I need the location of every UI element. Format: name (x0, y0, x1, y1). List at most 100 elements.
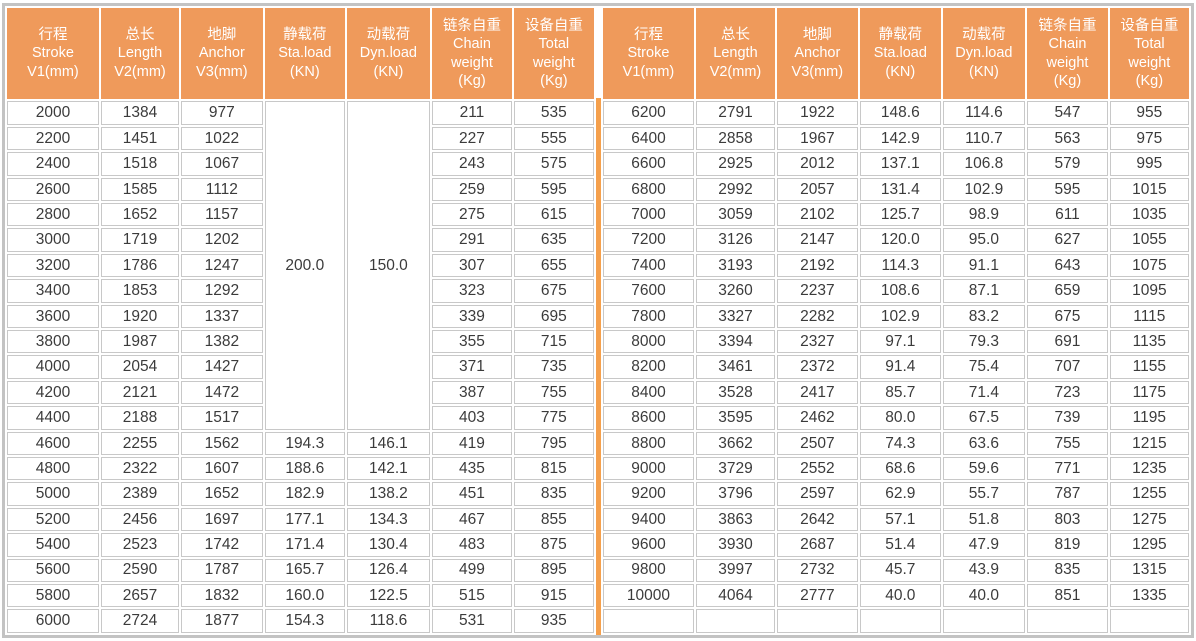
cell-dyn-load: 71.4 (942, 380, 1026, 405)
cell-total-weight: 1015 (1109, 177, 1189, 202)
cell-sta-load: 125.7 (860, 203, 941, 227)
cell-total-weight: 1295 (1109, 533, 1189, 557)
table-row: 8400 3528 2417 85.7 71.4 723 1175 (602, 380, 1189, 405)
cell-anchor: 1967 (776, 126, 859, 151)
cell-length: 2188 (100, 406, 180, 430)
table-row: 2800 1652 1157 275 615 (7, 203, 594, 227)
cell-anchor: 1337 (181, 304, 263, 328)
cell-stroke: 2400 (7, 152, 99, 176)
cell-anchor: 1382 (181, 330, 263, 354)
cell-chain-weight: 451 (431, 482, 513, 506)
cell-stroke: 3000 (7, 228, 99, 252)
cell-dyn-load: 114.6 (942, 101, 1026, 125)
cell-anchor: 1472 (181, 380, 263, 405)
cell-chain-weight: 291 (431, 228, 513, 252)
table-row: 4400 2188 1517 403 775 (7, 406, 594, 430)
cell-anchor: 2237 (776, 279, 859, 303)
table-row: 4000 2054 1427 371 735 (7, 355, 594, 379)
cell-anchor: 2732 (776, 558, 859, 582)
cell-length: 2389 (100, 482, 180, 506)
cell-sta-load (860, 609, 941, 633)
cell-anchor: 1517 (181, 406, 263, 430)
cell-chain-weight: 387 (431, 380, 513, 405)
cell-total-weight: 915 (514, 583, 594, 608)
cell-total-weight: 935 (514, 609, 594, 633)
cell-stroke: 9400 (602, 507, 695, 532)
cell-length: 2724 (100, 609, 180, 633)
cell-anchor: 1562 (181, 431, 263, 455)
cell-length: 4064 (696, 583, 775, 608)
cell-sta-load: 97.1 (860, 330, 941, 354)
cell-anchor: 1652 (181, 482, 263, 506)
table-row: 6600 2925 2012 137.1 106.8 579 995 (602, 152, 1189, 176)
cell-length: 3394 (696, 330, 775, 354)
table-row: 7400 3193 2192 114.3 91.1 643 1075 (602, 253, 1189, 278)
cell-anchor: 977 (181, 101, 263, 125)
cell-stroke (602, 609, 695, 633)
cell-dyn-load (942, 609, 1026, 633)
cell-anchor: 2282 (776, 304, 859, 328)
cell-length: 1384 (100, 101, 180, 125)
cell-length: 3126 (696, 228, 775, 252)
cell-total-weight (1109, 609, 1189, 633)
cell-dyn-load: 67.5 (942, 406, 1026, 430)
table-row: 2200 1451 1022 227 555 (7, 126, 594, 151)
cell-sta-load: 177.1 (264, 507, 346, 532)
cell-length: 2791 (696, 101, 775, 125)
cell-length: 2992 (696, 177, 775, 202)
table-row: 3200 1786 1247 307 655 (7, 253, 594, 278)
cell-sta-load: 68.6 (860, 456, 941, 481)
cell-total-weight: 1215 (1109, 431, 1189, 455)
cell-sta-load: 160.0 (264, 583, 346, 608)
column-header: 总长 Length V2(mm) (696, 8, 775, 100)
cell-sta-load: 142.9 (860, 126, 941, 151)
cell-chain-weight: 339 (431, 304, 513, 328)
cell-chain-weight: 483 (431, 533, 513, 557)
cell-total-weight: 1035 (1109, 203, 1189, 227)
spec-table-frame: 行程 Stroke V1(mm) 总长 Length V2(mm) 地脚 Ancho… (2, 3, 1194, 638)
table-row: 5200 2456 1697 177.1 134.3 467 855 (7, 507, 594, 532)
cell-chain-weight: 259 (431, 177, 513, 202)
table-row: 9600 3930 2687 51.4 47.9 819 1295 (602, 533, 1189, 557)
cell-stroke: 8000 (602, 330, 695, 354)
cell-dyn-load: 138.2 (347, 482, 430, 506)
cell-anchor: 1067 (181, 152, 263, 176)
cell-anchor: 1742 (181, 533, 263, 557)
cell-length: 3059 (696, 203, 775, 227)
cell-anchor: 1292 (181, 279, 263, 303)
cell-total-weight: 855 (514, 507, 594, 532)
cell-dyn-load: 51.8 (942, 507, 1026, 532)
cell-stroke: 8600 (602, 406, 695, 430)
cell-chain-weight: 547 (1027, 101, 1108, 125)
cell-total-weight: 995 (1109, 152, 1189, 176)
cell-stroke: 5200 (7, 507, 99, 532)
cell-sta-load: 154.3 (264, 609, 346, 633)
cell-stroke: 5800 (7, 583, 99, 608)
cell-dyn-load: 91.1 (942, 253, 1026, 278)
cell-dyn-load: 63.6 (942, 431, 1026, 455)
cell-stroke: 6000 (7, 609, 99, 633)
cell-stroke: 4000 (7, 355, 99, 379)
cell-stroke: 3800 (7, 330, 99, 354)
column-header: 总长 Length V2(mm) (100, 8, 180, 100)
cell-stroke: 7600 (602, 279, 695, 303)
table-row: 2000 1384 977 200.0 150.0 211 535 (7, 101, 594, 430)
cell-total-weight: 835 (514, 482, 594, 506)
header-row: 行程 Stroke V1(mm) 总长 Length V2(mm) 地脚 Ancho… (7, 8, 594, 100)
cell-chain-weight: 755 (1027, 431, 1108, 455)
cell-length: 3997 (696, 558, 775, 582)
cell-chain-weight: 227 (431, 126, 513, 151)
cell-anchor: 1607 (181, 456, 263, 481)
cell-dyn-load: 47.9 (942, 533, 1026, 557)
cell-dyn-load: 118.6 (347, 609, 430, 633)
cell-total-weight: 655 (514, 253, 594, 278)
cell-dyn-load: 79.3 (942, 330, 1026, 354)
cell-stroke: 7800 (602, 304, 695, 328)
cell-chain-weight: 771 (1027, 456, 1108, 481)
cell-sta-load: 171.4 (264, 533, 346, 557)
cell-dyn-load: 43.9 (942, 558, 1026, 582)
cell-total-weight: 975 (1109, 126, 1189, 151)
cell-length: 2121 (100, 380, 180, 405)
table-row: 2600 1585 1112 259 595 (7, 177, 594, 202)
cell-sta-load: 102.9 (860, 304, 941, 328)
